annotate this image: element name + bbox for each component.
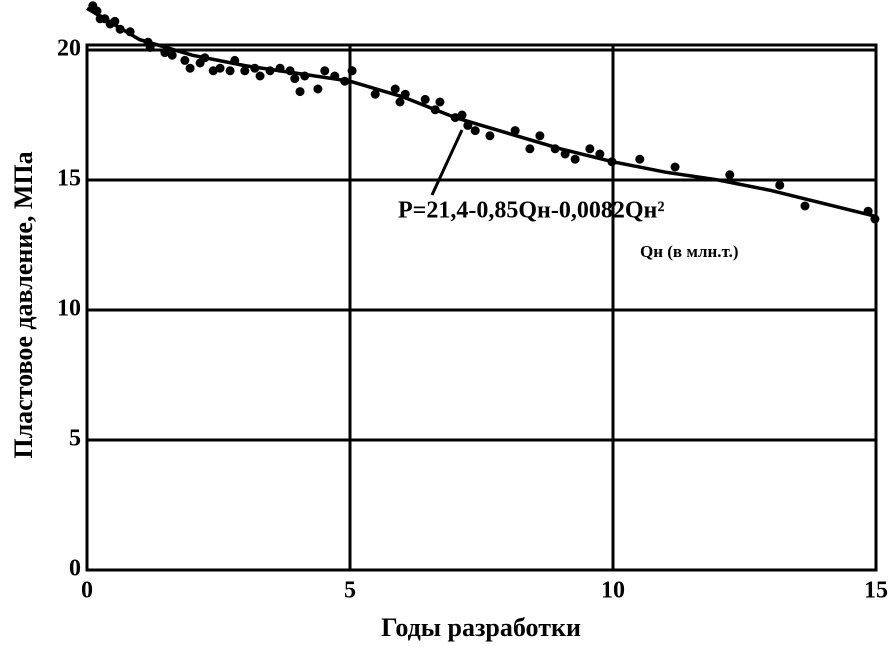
annotation-pointer bbox=[430, 129, 464, 196]
data-point bbox=[167, 50, 177, 60]
data-point bbox=[420, 94, 430, 104]
data-point bbox=[255, 71, 265, 81]
y-tick-label: 20 bbox=[57, 36, 81, 62]
y-tick-label: 5 bbox=[69, 426, 81, 452]
data-point bbox=[510, 126, 520, 136]
x-tick-label: 15 bbox=[864, 578, 888, 604]
data-point bbox=[670, 162, 680, 172]
data-point bbox=[635, 154, 645, 164]
data-point bbox=[800, 201, 810, 211]
fit-line bbox=[86, 6, 877, 219]
data-point bbox=[215, 63, 225, 73]
y-tick-label: 10 bbox=[57, 296, 81, 322]
data-point bbox=[295, 87, 305, 97]
data-point bbox=[313, 84, 323, 94]
data-point bbox=[290, 74, 300, 84]
x-tick-label: 0 bbox=[81, 578, 93, 604]
equation: P=21,4-0,85Qн-0,0082Qн² bbox=[398, 198, 665, 224]
data-point bbox=[485, 131, 495, 141]
data-point bbox=[225, 66, 235, 76]
data-point bbox=[570, 154, 580, 164]
data-point bbox=[160, 48, 170, 58]
x-tick-label: 10 bbox=[601, 578, 625, 604]
data-point bbox=[775, 180, 785, 190]
data-point bbox=[347, 66, 357, 76]
y-tick-label: 15 bbox=[57, 166, 81, 192]
data-point bbox=[390, 84, 400, 94]
data-point bbox=[535, 131, 545, 141]
data-point bbox=[725, 170, 735, 180]
y-axis-label: Пластовое давление, МПа bbox=[9, 151, 38, 458]
data-point bbox=[525, 144, 535, 154]
data-point bbox=[435, 97, 445, 107]
data-point bbox=[370, 89, 380, 99]
data-point bbox=[240, 66, 250, 76]
units-note: Qн (в млн.т.) bbox=[640, 242, 739, 261]
data-point bbox=[470, 126, 480, 136]
x-tick-label: 5 bbox=[344, 578, 356, 604]
data-point bbox=[180, 55, 190, 65]
data-point bbox=[320, 66, 330, 76]
y-tick-label: 0 bbox=[69, 556, 81, 582]
data-point bbox=[395, 97, 405, 107]
data-point bbox=[185, 63, 195, 73]
x-axis-label: Годы разработки bbox=[381, 613, 581, 642]
data-point bbox=[585, 144, 595, 154]
data-point bbox=[208, 66, 218, 76]
